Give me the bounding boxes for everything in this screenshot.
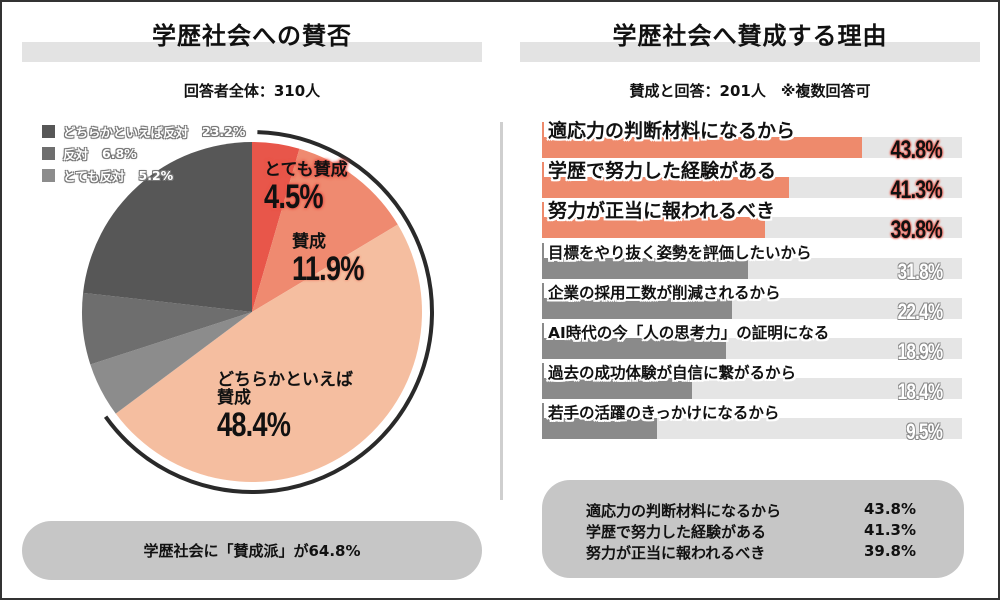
bar-value: 31.8%	[897, 259, 943, 284]
bar-tick	[542, 403, 544, 420]
bar-tick	[542, 363, 544, 380]
bar-row: 適応力の判断材料になるから 43.8%	[542, 120, 962, 164]
bar-fill	[542, 338, 726, 359]
bar-value: 41.3%	[890, 176, 943, 204]
bar-label: 過去の成功体験が自信に繋がるから	[548, 364, 797, 382]
pie-label-value: 11.9%	[292, 249, 364, 288]
pie-label-agree: 賛成 11.9%	[292, 232, 382, 288]
bar-fill	[542, 418, 657, 439]
pie-label-text: 賛成	[217, 387, 251, 408]
summary-row: 適応力の判断材料になるから 43.8%	[586, 500, 916, 521]
bar-tick	[542, 283, 544, 300]
summary-value: 39.8%	[863, 542, 916, 560]
bar-row: AI時代の今「人の思考力」の証明になる 18.9%	[542, 323, 962, 364]
bar-tick	[542, 323, 544, 340]
panel-divider	[500, 122, 503, 500]
summary-label: 適応力の判断材料になるから	[586, 502, 782, 520]
bar-label: 努力が正当に報われるべき	[548, 200, 776, 222]
bar-fill	[542, 177, 789, 198]
legend-swatch	[42, 168, 55, 182]
legend-label: とても反対	[63, 168, 125, 184]
right-title: 学歴社会へ賛成する理由	[612, 22, 888, 50]
legend-item-somewhat-disagree: どちらかといえば反対 23.2%	[42, 120, 245, 142]
bar-row: 企業の採用工数が削減されるから 22.4%	[542, 283, 962, 324]
pie-label-value: 4.5%	[264, 177, 324, 216]
summary-label: 努力が正当に報われるべき	[586, 544, 766, 562]
bar-fill	[542, 258, 748, 279]
right-summary-pill: 適応力の判断材料になるから 43.8% 学歴で努力した経験がある 41.3% 努…	[542, 480, 964, 578]
legend-item-disagree: 反対 6.8%	[42, 142, 245, 164]
summary-value: 41.3%	[863, 521, 916, 539]
bar-tick	[542, 243, 544, 260]
bar-tick	[542, 162, 544, 179]
pie-slice	[252, 148, 398, 312]
pie-slice	[81, 292, 252, 365]
legend-value: 6.8%	[102, 145, 137, 161]
pie-label-text: 賛成	[292, 232, 326, 252]
pie-legend: どちらかといえば反対 23.2% 反対 6.8% とても反対 5.2%	[42, 120, 245, 186]
bar-value: 39.8%	[890, 216, 943, 244]
bar-label: 適応力の判断材料になるから	[548, 120, 796, 142]
legend-value: 5.2%	[138, 167, 174, 183]
bar-value: 22.4%	[897, 299, 943, 324]
bar-value: 43.8%	[890, 136, 943, 164]
legend-item-very-disagree: とても反対 5.2%	[42, 164, 245, 186]
left-subtitle: 回答者全体：310人	[183, 82, 321, 100]
bar-label: 若手の活躍のきっかけになるから	[548, 404, 780, 422]
pie-slices	[81, 142, 423, 483]
legend-swatch	[42, 146, 55, 160]
bar-value: 18.4%	[897, 379, 943, 404]
left-title-band	[22, 42, 482, 62]
bar-row: 若手の活躍のきっかけになるから 9.5%	[542, 403, 962, 444]
bar-fill	[542, 378, 692, 399]
summary-label: 学歴で努力した経験がある	[586, 523, 767, 541]
bar-fill	[542, 137, 862, 158]
right-title-band	[520, 42, 980, 62]
pie-label-text: とても賛成	[264, 160, 348, 180]
bar-value: 18.9%	[897, 339, 943, 364]
pie-slice	[115, 224, 423, 483]
bar-label: AI時代の今「人の思考力」の証明になる	[548, 324, 830, 342]
bar-row: 目標をやり抜く姿勢を評価したいから 31.8%	[542, 243, 962, 284]
bar-label: 目標をやり抜く姿勢を評価したいから	[548, 244, 812, 262]
pie-label-somewhat-agree: どちらかといえば 賛成 48.4%	[217, 370, 353, 444]
left-summary-pill: 学歴社会に「賛成派」が64.8%	[22, 521, 482, 580]
bar-row: 努力が正当に報われるべき 39.8%	[542, 200, 962, 244]
summary-row: 学歴で努力した経験がある 41.3%	[586, 521, 916, 542]
bar-label: 企業の採用工数が削減されるから	[548, 284, 781, 302]
legend-value: 23.2%	[202, 123, 246, 139]
left-summary-text: 学歴社会に「賛成派」が64.8%	[143, 542, 361, 560]
left-title: 学歴社会への賛否	[152, 22, 352, 50]
bar-fill	[542, 298, 732, 319]
legend-label: どちらかといえば反対	[63, 124, 189, 140]
pie-label-value: 48.4%	[217, 405, 291, 444]
bar-label: 学歴で努力した経験がある	[548, 160, 777, 182]
bar-row: 過去の成功体験が自信に繋がるから 18.4%	[542, 363, 962, 404]
pie-chart	[81, 130, 434, 494]
bar-tick	[542, 202, 544, 219]
legend-swatch	[42, 124, 55, 138]
pie-slice	[252, 142, 300, 312]
bar-row: 学歴で努力した経験がある 41.3%	[542, 160, 962, 204]
pie-label-very-agree: とても賛成 4.5%	[264, 160, 348, 216]
summary-row: 努力が正当に報われるべき 39.8%	[586, 542, 916, 563]
pie-agree-ring	[103, 130, 434, 494]
bar-fill	[542, 217, 765, 238]
pie-slice	[83, 142, 252, 312]
bar-tick	[542, 122, 544, 139]
pie-label-text: どちらかといえば	[217, 370, 353, 390]
summary-value: 43.8%	[863, 500, 916, 518]
legend-label: 反対	[63, 146, 89, 162]
right-subtitle: 賛成と回答：201人 ※複数回答可	[629, 82, 871, 100]
bar-value: 9.5%	[905, 419, 943, 444]
pie-slice	[90, 312, 252, 414]
